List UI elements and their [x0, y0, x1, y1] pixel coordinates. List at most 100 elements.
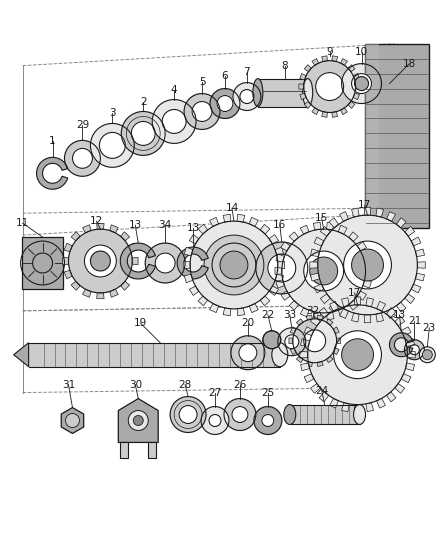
Polygon shape — [239, 344, 257, 362]
Polygon shape — [352, 208, 359, 217]
Polygon shape — [289, 301, 299, 310]
Polygon shape — [411, 284, 421, 293]
Polygon shape — [321, 56, 327, 61]
Polygon shape — [297, 319, 303, 325]
Polygon shape — [64, 270, 72, 279]
Text: 12: 12 — [90, 216, 103, 226]
Polygon shape — [317, 315, 323, 320]
Polygon shape — [320, 227, 330, 236]
Polygon shape — [339, 212, 349, 221]
Polygon shape — [320, 294, 330, 303]
Polygon shape — [177, 247, 208, 279]
Text: 23: 23 — [423, 323, 436, 333]
Polygon shape — [61, 408, 84, 433]
Polygon shape — [300, 93, 306, 100]
Polygon shape — [410, 345, 419, 355]
Polygon shape — [82, 289, 91, 297]
Text: 14: 14 — [225, 203, 239, 213]
Polygon shape — [313, 222, 321, 230]
Polygon shape — [276, 254, 284, 262]
Polygon shape — [327, 312, 334, 320]
Polygon shape — [342, 298, 349, 307]
Polygon shape — [132, 257, 138, 265]
Polygon shape — [387, 309, 396, 318]
Text: 30: 30 — [129, 379, 142, 390]
Polygon shape — [364, 44, 429, 228]
Text: 18: 18 — [403, 59, 416, 69]
Polygon shape — [363, 254, 371, 262]
Polygon shape — [223, 214, 231, 222]
Polygon shape — [366, 402, 374, 411]
Polygon shape — [152, 100, 196, 143]
Polygon shape — [395, 384, 405, 393]
Polygon shape — [260, 224, 270, 234]
Text: 29: 29 — [76, 120, 89, 131]
Polygon shape — [299, 84, 304, 89]
Polygon shape — [311, 273, 320, 281]
Polygon shape — [417, 262, 425, 268]
Text: 20: 20 — [241, 318, 254, 328]
Polygon shape — [237, 308, 245, 316]
Polygon shape — [293, 319, 337, 362]
Polygon shape — [128, 243, 137, 252]
Polygon shape — [389, 333, 413, 357]
Polygon shape — [278, 261, 285, 269]
Polygon shape — [145, 243, 185, 283]
Polygon shape — [349, 232, 358, 241]
Ellipse shape — [253, 78, 263, 107]
Polygon shape — [377, 301, 385, 311]
Polygon shape — [318, 215, 417, 315]
Text: 4: 4 — [171, 85, 177, 94]
Polygon shape — [332, 111, 338, 117]
Text: 9: 9 — [326, 47, 333, 56]
Circle shape — [263, 331, 281, 349]
Polygon shape — [21, 237, 64, 289]
Polygon shape — [281, 241, 290, 251]
Polygon shape — [304, 251, 343, 291]
Polygon shape — [338, 225, 347, 234]
Polygon shape — [275, 247, 284, 256]
Circle shape — [355, 77, 368, 91]
Polygon shape — [258, 78, 308, 107]
Polygon shape — [336, 338, 340, 344]
Polygon shape — [269, 286, 279, 295]
Polygon shape — [353, 93, 360, 100]
Circle shape — [220, 251, 248, 279]
Polygon shape — [210, 88, 240, 118]
Polygon shape — [329, 301, 339, 311]
Polygon shape — [256, 242, 308, 294]
Polygon shape — [184, 247, 193, 256]
Polygon shape — [319, 392, 328, 402]
Text: 17: 17 — [358, 200, 371, 210]
Polygon shape — [349, 301, 358, 310]
Text: 5: 5 — [199, 77, 205, 86]
Ellipse shape — [284, 405, 296, 424]
Text: 19: 19 — [134, 318, 147, 328]
Polygon shape — [285, 335, 299, 349]
Polygon shape — [120, 281, 130, 290]
Polygon shape — [110, 225, 118, 233]
Text: 32: 32 — [306, 306, 319, 316]
Polygon shape — [297, 356, 303, 363]
Polygon shape — [28, 343, 280, 367]
Polygon shape — [190, 221, 278, 309]
Polygon shape — [289, 232, 299, 241]
Polygon shape — [300, 225, 309, 234]
Polygon shape — [357, 291, 367, 300]
Polygon shape — [289, 338, 293, 344]
Polygon shape — [314, 284, 324, 293]
Text: 11: 11 — [16, 218, 29, 228]
Polygon shape — [282, 229, 366, 313]
Polygon shape — [311, 384, 320, 393]
Polygon shape — [357, 241, 367, 251]
Text: 8: 8 — [282, 61, 288, 71]
Polygon shape — [326, 319, 333, 325]
Polygon shape — [311, 316, 320, 326]
Polygon shape — [386, 308, 396, 318]
Polygon shape — [121, 111, 165, 155]
Polygon shape — [97, 223, 104, 229]
Text: 7: 7 — [244, 67, 250, 77]
Polygon shape — [97, 293, 104, 298]
Polygon shape — [290, 405, 360, 424]
Polygon shape — [170, 397, 206, 432]
